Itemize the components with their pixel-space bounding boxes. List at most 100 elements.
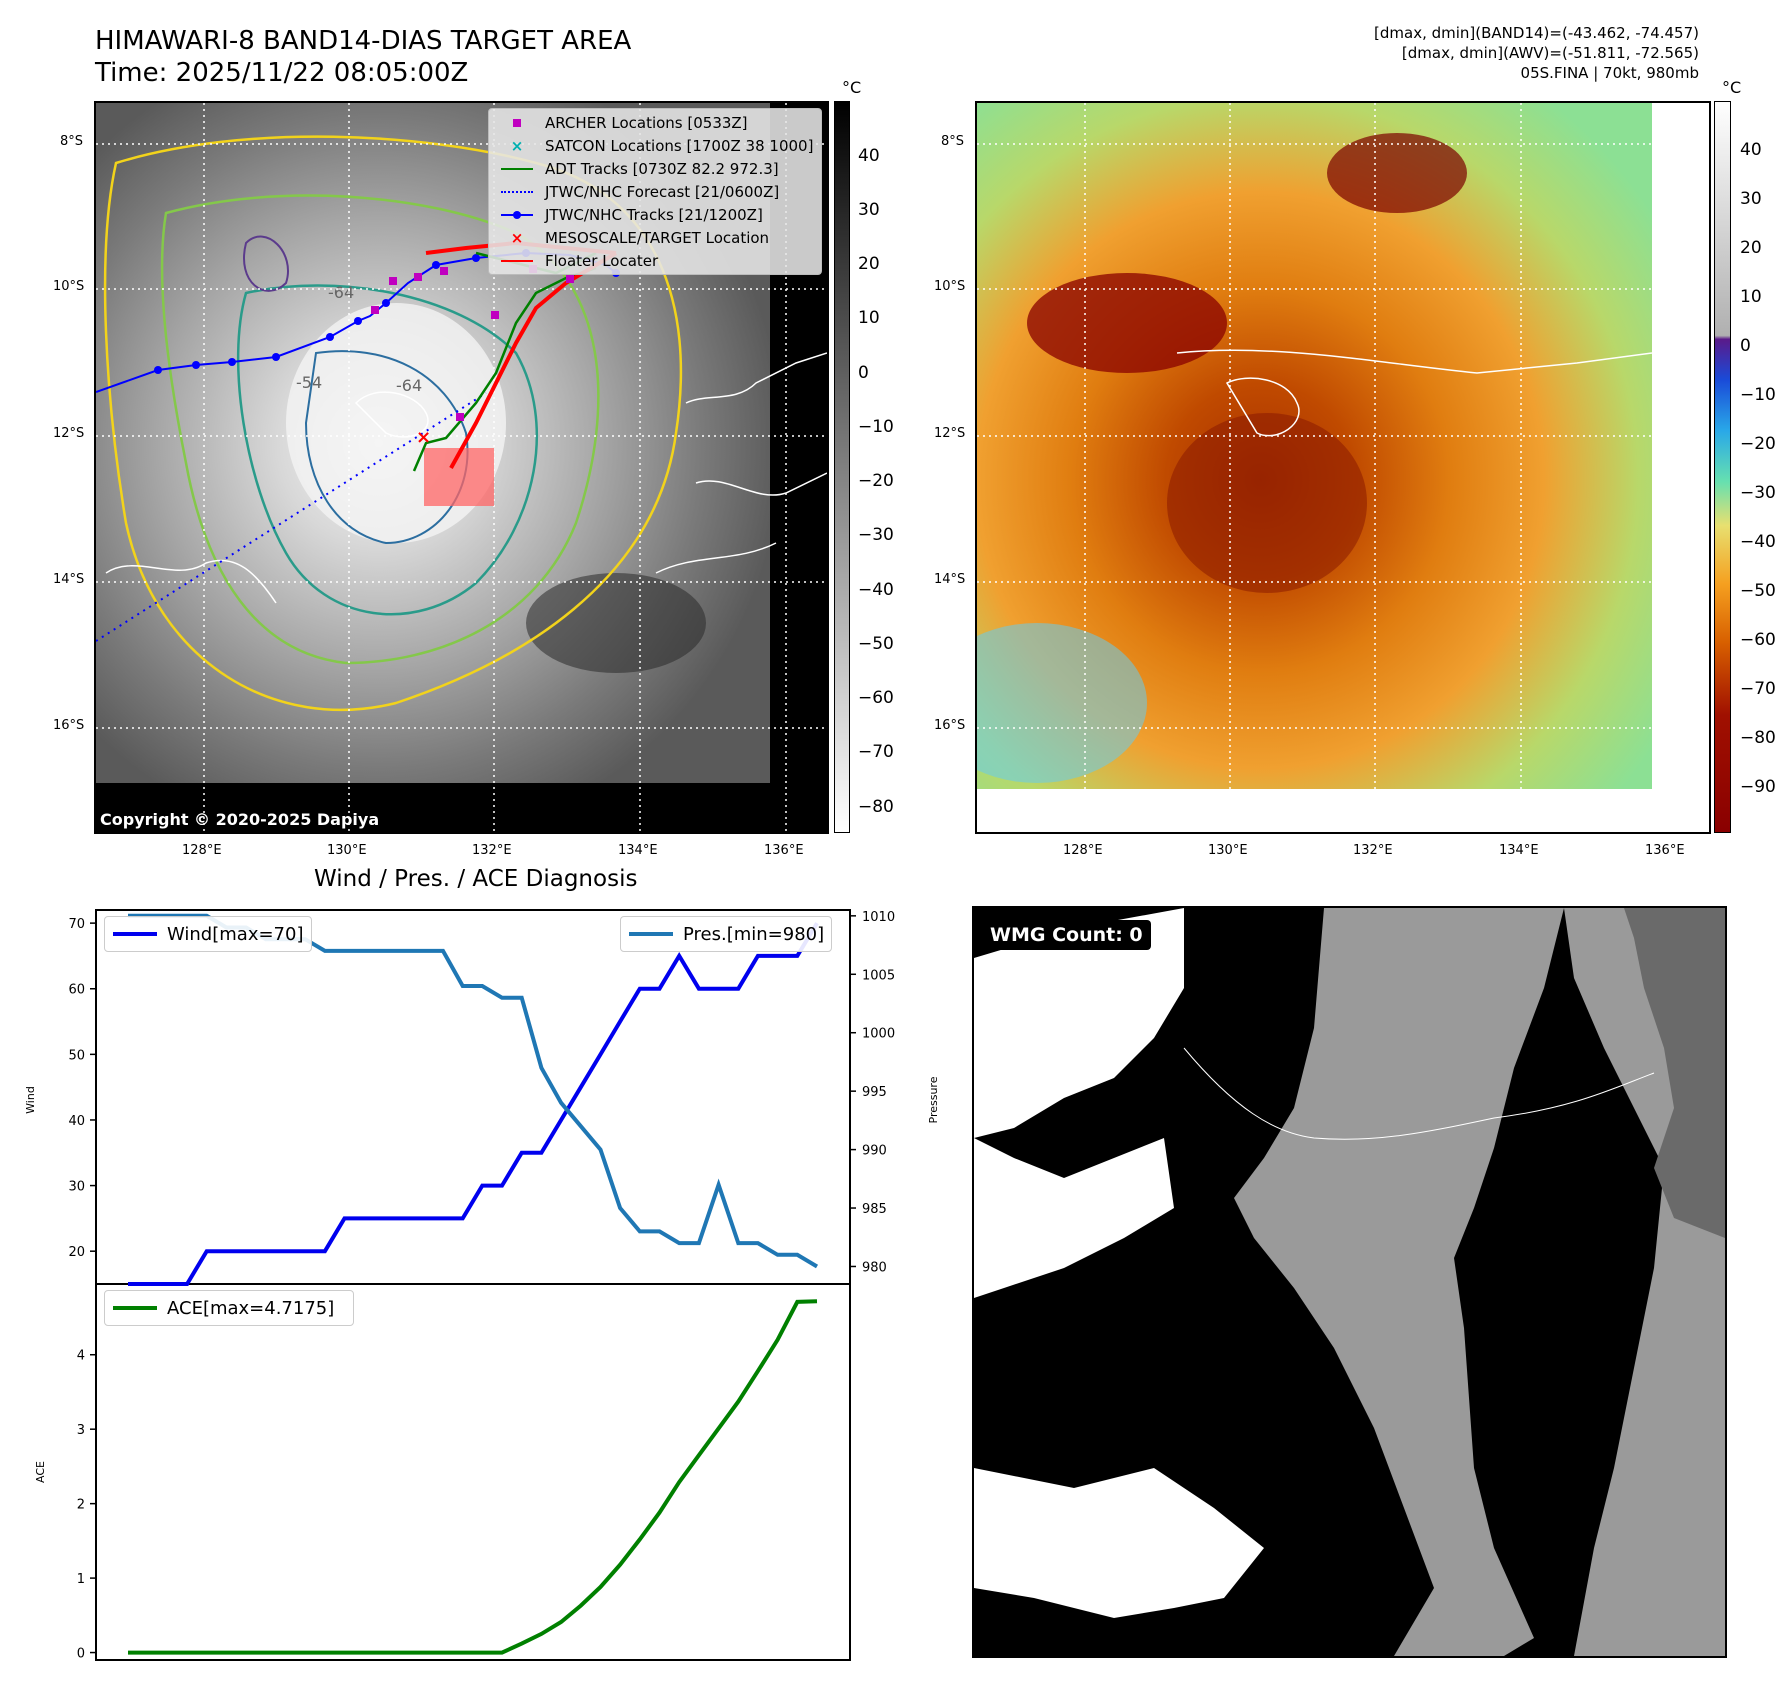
colorbar-tick: 40 [1740, 140, 1762, 160]
wind-series-line [128, 922, 819, 1286]
lon-tick: 136°E [764, 843, 804, 858]
wmg-svg [974, 908, 1725, 1656]
wind-series-points [128, 923, 817, 1284]
lon-tick: 130°E [1208, 843, 1248, 858]
contour-label-1: -64 [328, 283, 354, 302]
color-ir-svg [977, 103, 1653, 789]
legend-floater: Floater Locater [489, 249, 821, 272]
wind-tick-label: 40 [68, 1114, 85, 1129]
contour-purple [243, 235, 289, 292]
colorbar-tick: −60 [1740, 630, 1776, 650]
ace-tick-label: 0 [77, 1647, 85, 1662]
wind-tick-label: 50 [68, 1048, 85, 1063]
lon-tick: 132°E [472, 843, 512, 858]
colorbar-tick: −70 [1740, 679, 1776, 699]
pressure-legend: Pres.[min=980] [620, 916, 832, 952]
colorbar-tick: −70 [858, 742, 894, 762]
colorbar-tick: −40 [858, 580, 894, 600]
colorbar-tick: 10 [858, 308, 880, 328]
wmg-gray-region [1234, 908, 1564, 1656]
colorbar-unit: °C [1722, 78, 1742, 97]
wmg-white-region [974, 1138, 1174, 1298]
figure-time: Time: 2025/11/22 08:05:00Z [95, 58, 469, 88]
colorbar-tick: −40 [1740, 532, 1776, 552]
storm-info: 05S.FINA | 70kt, 980mb [1520, 64, 1699, 82]
lat-tick: 8°S [60, 134, 84, 149]
pressure-tick-label: 1005 [862, 968, 895, 983]
ace-legend: ACE[max=4.7175] [104, 1290, 354, 1326]
copyright-text: Copyright © 2020-2025 Dapiya [100, 810, 380, 829]
cold-top-3 [1167, 413, 1367, 593]
lon-tick: 136°E [1645, 843, 1685, 858]
pressure-tick-label: 995 [862, 1085, 887, 1100]
pressure-series-points [128, 916, 817, 1267]
cloud-core [286, 303, 506, 543]
cold-top-1 [1027, 273, 1227, 373]
pressure-legend-line-icon [629, 932, 673, 936]
ace-legend-line-icon [113, 1306, 157, 1310]
line-icon [489, 259, 545, 262]
clear-area [526, 573, 706, 673]
pressure-tick-label: 985 [862, 1202, 887, 1217]
legend-adt: ADT Tracks [0730Z 82.2 972.3] [489, 157, 821, 180]
pressure-y-ticks: 980 985 990 995 1000 1005 1010 [850, 910, 895, 1275]
x-marker-icon: × [510, 136, 524, 155]
target-x-marker: × [416, 427, 431, 448]
line-icon [489, 167, 545, 170]
wmg-panel [972, 906, 1727, 1658]
contour-lightgreen [160, 194, 600, 665]
lat-tick: 8°S [941, 134, 965, 149]
legend-archer: ARCHER Locations [0533Z] [489, 111, 821, 134]
ace-tick-label: 1 [77, 1572, 85, 1587]
pressure-tick-label: 980 [862, 1260, 887, 1275]
colorbar-tick: −10 [1740, 385, 1776, 405]
colorbar-tick: 10 [1740, 287, 1762, 307]
wmg-count-label: WMG Count: 0 [982, 920, 1151, 950]
wind-tick-label: 70 [68, 917, 85, 932]
contour-label-3: -64 [396, 376, 422, 395]
lon-tick: 134°E [618, 843, 658, 858]
colorbar-tick: 30 [1740, 189, 1762, 209]
color-ir-colorbar [1714, 101, 1731, 833]
colorbar-tick: 0 [1740, 336, 1751, 356]
wind-legend-line-icon [113, 932, 157, 936]
lat-tick: 14°S [934, 572, 966, 587]
wind-pressure-axes [95, 909, 851, 1285]
diagnosis-title: Wind / Pres. / ACE Diagnosis [314, 866, 638, 892]
island-outline [354, 391, 429, 438]
wmg-white-region [974, 908, 1184, 1138]
legend-mesoscale: × MESOSCALE/TARGET Location [489, 226, 821, 249]
colorbar-tick: 20 [858, 254, 880, 274]
legend-jtwc-tracks: JTWC/NHC Tracks [21/1200Z] [489, 203, 821, 226]
colorbar-tick: −30 [1740, 483, 1776, 503]
colorbar-tick: 40 [858, 146, 880, 166]
x-marker-icon: × [510, 228, 524, 247]
dotted-line-icon [489, 190, 545, 193]
lon-tick: 134°E [1499, 843, 1539, 858]
contour-label-2: -54 [296, 373, 322, 392]
wind-legend: Wind[max=70] [104, 916, 312, 952]
ace-y-ticks: 0 1 2 3 4 [77, 1349, 96, 1662]
colorbar-tick: −50 [1740, 581, 1776, 601]
colorbar-tick: −80 [1740, 728, 1776, 748]
ace-series-line [128, 1299, 818, 1655]
colorbar-tick: −60 [858, 688, 894, 708]
graticule [977, 103, 1652, 789]
lon-tick: 130°E [327, 843, 367, 858]
colorbar-tick: −10 [858, 417, 894, 437]
contour-blue [304, 350, 469, 545]
jtwc-forecast-line [96, 392, 487, 642]
lat-tick: 12°S [934, 426, 966, 441]
awv-stats: [dmax, dmin](AWV)=(-51.811, -72.565) [1401, 44, 1699, 62]
colorbar-tick: 20 [1740, 238, 1762, 258]
wind-axis-label: Wind [24, 1086, 37, 1114]
ace-axes [95, 1283, 851, 1661]
lat-tick: 10°S [934, 279, 966, 294]
warm-area [977, 623, 1147, 783]
ace-tick-label: 3 [77, 1423, 85, 1438]
colorbar-tick: −30 [858, 525, 894, 545]
pressure-tick-label: 1000 [862, 1027, 895, 1042]
wind-tick-label: 60 [68, 983, 85, 998]
lat-tick: 14°S [53, 572, 85, 587]
colorbar-tick: −20 [858, 471, 894, 491]
